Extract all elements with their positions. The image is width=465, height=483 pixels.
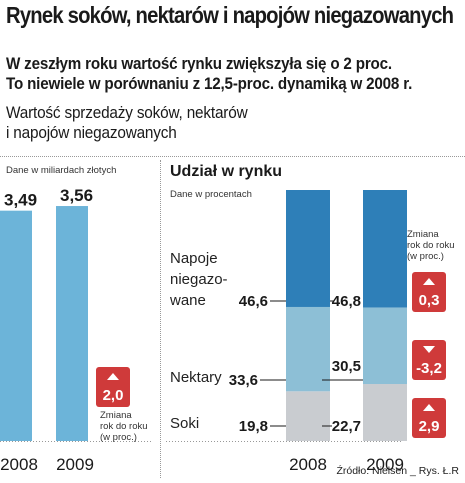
sales-change-badge: 2,0 [96, 367, 130, 407]
share-label-napoje-2009: 46,8 [332, 293, 361, 310]
share-change-badge-0-label: 0,3 [419, 292, 440, 309]
share-year-label-2008: 2008 [289, 455, 327, 474]
page-title: Rynek soków, nektarów i napojów niegazow… [6, 2, 454, 28]
sales-year-label-2008: 2008 [0, 455, 38, 474]
sales-value-label-2009: 3,56 [60, 186, 93, 205]
lead-line-1: W zeszłym roku wartość rynku zwiększyła … [6, 55, 392, 73]
left-change-caption-line-2: rok do roku [100, 421, 148, 432]
share-bar-2009-seg-0 [363, 384, 407, 441]
category-label-soki: Soki [170, 415, 200, 432]
sales-bar-2008 [0, 210, 32, 441]
share-bar-2009-seg-1 [363, 307, 407, 385]
share-change-badge-1-box [412, 340, 446, 380]
share-change-badge-0-arrow-icon [423, 278, 435, 285]
sales-change-badge-label: 2,0 [103, 387, 124, 404]
share-bar-2008-seg-1 [286, 306, 330, 392]
sales-bar-2009 [56, 206, 88, 441]
share-change-caption-line-1: Zmiana [407, 229, 439, 240]
share-change-badge-2: 2,9 [412, 398, 446, 438]
share-change-badge-0: 0,3 [412, 272, 446, 312]
share-change-badge-1: -3,2 [412, 340, 446, 380]
share-change-badge-2-label: 2,9 [419, 418, 440, 435]
share-change-caption-line-2: rok do roku [407, 240, 455, 251]
share-change-badge-0-box [412, 272, 446, 312]
chart-subtitle-line-2: i napojów niegazowanych [6, 124, 177, 142]
category-label-napoje-line-2: niegazo- [170, 271, 228, 288]
share-bar-2009-seg-2 [363, 190, 407, 308]
left-change-caption-line-3: (w proc.) [100, 432, 137, 443]
share-change-caption-line-3: (w proc.) [407, 251, 444, 262]
category-label-napoje-line-1: Napoje [170, 250, 218, 267]
sales-year-label-2009: 2009 [56, 455, 94, 474]
category-label-nektary: Nektary [170, 369, 222, 386]
share-bar-2008-seg-0 [286, 391, 330, 441]
share-label-soki-2009: 22,7 [332, 418, 361, 435]
share-change-badge-1-label: -3,2 [416, 360, 442, 377]
share-change-badge-2-arrow-icon [423, 404, 435, 411]
share-title: Udział w rynku [170, 163, 283, 180]
lead-line-2: To niewiele w porównaniu z 12,5-proc. dy… [6, 75, 413, 93]
sales-change-badge-arrow-icon [107, 373, 119, 380]
share-change-caption: Zmiana rok do roku (w proc.) [407, 229, 455, 262]
share-bar-2008-seg-2 [286, 190, 330, 307]
panel-divider [160, 160, 161, 478]
left-change-caption-line-1: Zmiana [100, 410, 132, 421]
sales-value-label-2008: 3,49 [4, 191, 37, 210]
share-label-nektary-2008: 33,6 [229, 372, 258, 389]
left-unit-label: Dane w miliardach złotych [6, 165, 117, 176]
share-change-badge-2-box [412, 398, 446, 438]
sales-value-chart: 3,49 2008 3,56 2009 2,0 [0, 186, 152, 474]
share-label-napoje-2008: 46,6 [239, 293, 268, 310]
share-change-badge-1-arrow-icon [423, 346, 435, 353]
category-label-napoje-line-3: wane [170, 292, 206, 309]
top-divider [0, 156, 465, 157]
category-label-napoje: Napoje niegazo- wane [170, 248, 228, 311]
left-change-caption: Zmiana rok do roku (w proc.) [100, 410, 148, 443]
share-year-label-2009: 2009 [366, 455, 404, 474]
share-label-nektary-2009: 30,5 [332, 358, 361, 375]
chart-subtitle-line-1: Wartość sprzedaży soków, nektarów [6, 104, 248, 122]
share-label-soki-2008: 19,8 [239, 418, 268, 435]
share-unit-label: Dane w procentach [170, 189, 252, 200]
source-note: Źródło: Nielsen _ Rys. Ł.R [336, 465, 459, 477]
sales-change-badge-box [96, 367, 130, 407]
